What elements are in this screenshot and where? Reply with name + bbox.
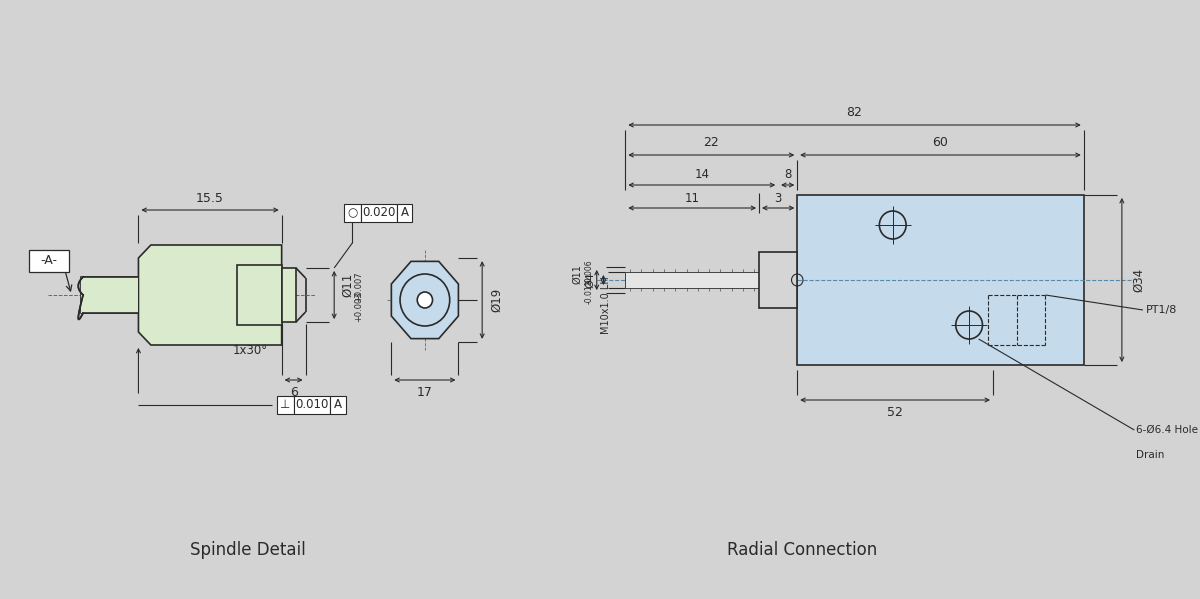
Polygon shape: [391, 261, 458, 338]
Text: 14: 14: [695, 168, 709, 181]
Text: +0.007: +0.007: [354, 272, 364, 302]
Text: ⊥: ⊥: [281, 398, 290, 412]
Text: 22: 22: [703, 137, 719, 150]
Text: ○: ○: [347, 207, 358, 219]
Text: -0.011: -0.011: [584, 280, 594, 304]
Bar: [797, 195, 1084, 365]
Bar: [625, 272, 760, 288]
Circle shape: [418, 292, 432, 308]
Text: A: A: [401, 207, 409, 219]
FancyBboxPatch shape: [397, 204, 413, 222]
Text: M10x1.0 LH: M10x1.0 LH: [601, 276, 611, 334]
Polygon shape: [138, 245, 282, 345]
Text: 6: 6: [289, 386, 298, 398]
FancyBboxPatch shape: [294, 396, 330, 414]
FancyBboxPatch shape: [29, 250, 68, 272]
Text: A: A: [334, 398, 342, 412]
FancyBboxPatch shape: [330, 396, 346, 414]
Text: 52: 52: [887, 407, 904, 419]
Text: 0.020: 0.020: [362, 207, 396, 219]
Text: -A-: -A-: [40, 255, 58, 268]
Bar: [282, 268, 296, 322]
Text: 0.010: 0.010: [295, 398, 329, 412]
Text: 11: 11: [685, 192, 700, 204]
Text: -0.006: -0.006: [584, 260, 594, 285]
Text: Spindle Detail: Spindle Detail: [191, 541, 306, 559]
Polygon shape: [82, 277, 138, 313]
Text: 15.5: 15.5: [196, 192, 224, 204]
Text: 3: 3: [774, 192, 782, 204]
Text: Drain: Drain: [1136, 450, 1164, 460]
Text: 6-Ø6.4 Hole: 6-Ø6.4 Hole: [1136, 425, 1199, 435]
Bar: [236, 265, 282, 325]
FancyBboxPatch shape: [277, 396, 294, 414]
Text: Ø4: Ø4: [586, 272, 595, 288]
Text: Ø19: Ø19: [490, 288, 503, 312]
Text: Ø11: Ø11: [341, 273, 354, 297]
Text: 8: 8: [784, 168, 791, 181]
Text: 17: 17: [416, 386, 433, 398]
FancyBboxPatch shape: [361, 204, 397, 222]
FancyBboxPatch shape: [343, 204, 361, 222]
Polygon shape: [82, 277, 138, 313]
Text: PT1/8: PT1/8: [1146, 305, 1177, 315]
Text: +0.003: +0.003: [354, 292, 364, 322]
Text: 1x30°: 1x30°: [233, 343, 268, 356]
Text: Radial Connection: Radial Connection: [727, 541, 877, 559]
Text: Ø34: Ø34: [1133, 268, 1146, 292]
Bar: [760, 252, 797, 308]
Text: Ø11: Ø11: [572, 264, 583, 284]
Text: 82: 82: [847, 107, 863, 119]
Text: 60: 60: [932, 137, 948, 150]
